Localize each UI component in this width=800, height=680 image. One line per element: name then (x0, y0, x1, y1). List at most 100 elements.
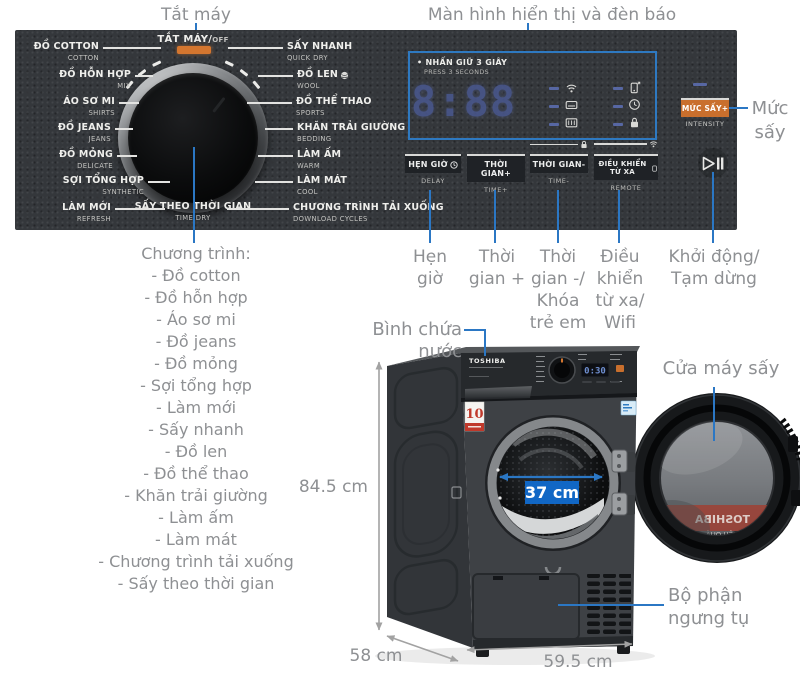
remote-button[interactable]: ĐIỀU KHIỂN TỪ XA REMOTE (594, 154, 658, 192)
dryer-door-open: TOSHIBA KHÔ HIỆU QUẢ (632, 393, 800, 563)
time-minus-callout-line (557, 190, 559, 243)
program-sports: ĐỒ THỂ THAO SPORTS (247, 97, 372, 117)
condenser-callout-line (558, 604, 664, 606)
list-item: - Chương trình tải xuống (98, 552, 294, 571)
width-arrow (466, 640, 633, 654)
tick-line (117, 155, 137, 157)
tick-line (228, 47, 283, 49)
display-annotation-box (408, 51, 657, 140)
start-callout-line (712, 172, 714, 243)
intensity-callout-line (729, 107, 748, 109)
mini-intensity-key (616, 365, 624, 372)
list-item: - Đồ thể thao (143, 464, 249, 483)
seven-segment-display: 8:88 (411, 77, 517, 126)
wifi-icon (649, 141, 658, 148)
side-embossing (393, 366, 459, 616)
height-dimension: 84.5 cm (298, 477, 368, 497)
hold-3s-label: • NHẤN GIỮ 3 GIÂY (417, 58, 508, 67)
time-minus-button[interactable]: THỜI GIAN- TIME- (530, 154, 588, 185)
lint-filter-indicator-icon (565, 118, 578, 128)
dimension-arrows (375, 361, 633, 662)
tick-line (255, 181, 293, 183)
machine-panel-strip: TOSHIBA 0:30 (461, 351, 637, 402)
tick-line (265, 128, 293, 130)
glass-mirrored-text: KHÔ HIỆU QUẢ (706, 530, 758, 539)
door-label: Cửa máy sấy (662, 358, 780, 379)
door-gasket (487, 417, 619, 549)
door-hinges (611, 449, 635, 516)
list-item: - Đồ jeans (155, 332, 237, 351)
program-quick-dry: SẤY NHANH QUICK DRY (228, 42, 352, 62)
remote-callout-label: Điều khiển từ xa/ Wifi (595, 247, 645, 333)
tick-line (103, 47, 161, 49)
delay-button[interactable]: HẸN GIỜ DELAY (405, 154, 461, 185)
remote-callout-line (618, 190, 620, 243)
tick-line (258, 75, 293, 77)
condenser-label: Bộ phận ngưng tụ (668, 585, 750, 629)
width-dimension: 59.5 cm (543, 652, 613, 672)
mini-display (580, 362, 610, 378)
control-panel: TẮT MÁY/OFF SẤY THEO THỜI GIAN TIME DRY … (15, 30, 737, 230)
child-lock-hold-indicator (530, 140, 588, 149)
water-tank-line-v (484, 329, 486, 356)
program-wool: ĐỒ LEN WOOL (258, 70, 349, 90)
list-item: - Làm mát (155, 530, 237, 549)
time-plus-button[interactable]: THỜI GIAN+ TIME+ (467, 154, 525, 194)
depth-arrow (386, 635, 459, 662)
tick-line (247, 102, 292, 104)
phone-icon (652, 165, 657, 172)
time-dry-position-label: SẤY THEO THỜI GIAN TIME DRY (134, 201, 252, 223)
dial-off-marker (177, 46, 211, 54)
depth-dimension: 58 cm (349, 646, 403, 666)
intensity-button[interactable]: MỨC SẤY+ (681, 98, 729, 117)
display-callout-label: Màn hình hiển thị và đèn báo (427, 5, 677, 25)
water-tank-label: Bình chứa nước (372, 319, 462, 362)
program-warm: LÀM ẤM WARM (258, 150, 341, 170)
list-item: - Đồ mỏng (154, 354, 238, 373)
lock-icon (581, 140, 587, 148)
time-minus-callout-label: Thời gian -/ Khóa trẻ em (529, 247, 587, 333)
tick-line (148, 181, 170, 183)
program-synthetic: SỢI TỔNG HỢP SYNTHETIC (63, 176, 170, 196)
program-mix: ĐỒ HỖN HỢP MIX (59, 70, 153, 90)
wool-icon (340, 71, 349, 79)
dial-callout-line (193, 147, 195, 243)
program-refresh: LÀM MỚI REFRESH (62, 203, 165, 223)
intensity-sublabel: INTENSITY (685, 120, 725, 128)
off-position-label: TẮT MÁY/OFF (157, 34, 229, 45)
list-item: - Đồ len (164, 442, 228, 461)
play-pause-icon (702, 156, 724, 170)
hold-3s-sublabel: PRESS 3 SECONDS (424, 69, 490, 76)
program-download-cycles: CHƯƠNG TRÌNH TẢI XUỐNG DOWNLOAD CYCLES (227, 203, 444, 223)
program-jeans: ĐỒ JEANS JEANS (58, 123, 133, 143)
list-item: - Làm ấm (158, 508, 234, 527)
dryer-side-face (387, 353, 473, 648)
dryer-top-face (387, 346, 640, 366)
mini-display-value: 0:30 (584, 367, 606, 377)
list-item: - Sấy theo thời gian (117, 574, 275, 593)
power-callout-label: Tắt máy (161, 5, 231, 25)
tick-line (115, 128, 133, 130)
condenser-door (472, 573, 580, 640)
program-bedding: KHĂN TRẢI GIƯỜNG BEDDING (265, 123, 405, 143)
wifi-hold-indicator (594, 140, 658, 148)
program-delicate: ĐỒ MỎNG DELICATE (59, 150, 137, 170)
machine-brand: TOSHIBA (469, 357, 506, 365)
phone-indicator-icon (630, 81, 641, 94)
list-item: - Áo sơ mi (156, 310, 236, 329)
water-tank-line-h (464, 329, 486, 331)
warranty-badge: 10 (464, 401, 485, 432)
list-item: - Đồ cotton (151, 266, 241, 285)
list-item: - Sợi tổng hợp (140, 376, 252, 395)
program-list: Chương trình: - Đồ cotton - Đồ hỗn hợp -… (56, 243, 336, 595)
tick-line (135, 75, 153, 77)
intensity-callout-label: Mức sấy (751, 98, 789, 143)
tick-line (115, 208, 165, 210)
dial-pointer (212, 96, 226, 113)
clock-icon (450, 160, 458, 169)
child-lock-indicator-icon (631, 117, 638, 128)
svg-text:10: 10 (465, 407, 483, 422)
glass-mirrored-brand: TOSHIBA (695, 513, 750, 526)
drum-width-badge: 37 cm (525, 481, 579, 504)
program-cool: LÀM MÁT COOL (255, 176, 347, 196)
